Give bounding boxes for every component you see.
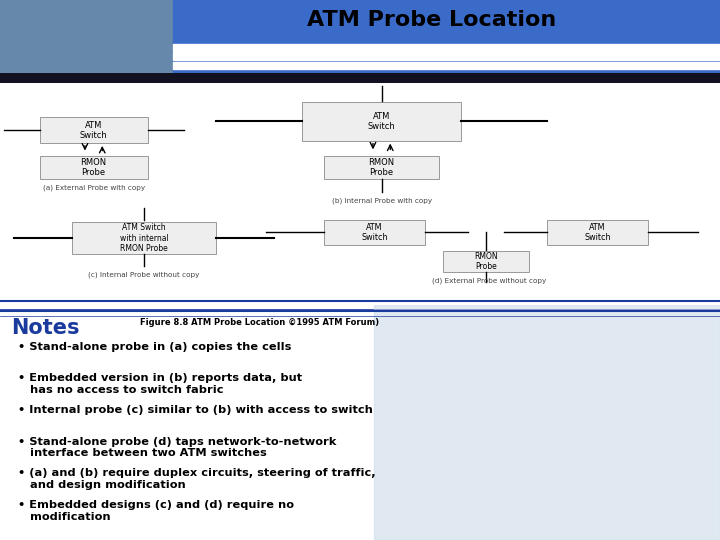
Text: ATM Switch
with internal
RMON Probe: ATM Switch with internal RMON Probe <box>120 224 168 253</box>
Bar <box>547 220 648 245</box>
Text: • Stand-alone probe in (a) copies the cells: • Stand-alone probe in (a) copies the ce… <box>18 341 292 352</box>
Bar <box>173 0 720 73</box>
Text: Figure 8.8 ATM Probe Location ©1995 ATM Forum): Figure 8.8 ATM Probe Location ©1995 ATM … <box>140 318 379 327</box>
Text: ATM Probe Location: ATM Probe Location <box>307 10 557 30</box>
Text: ATM
Switch: ATM Switch <box>585 222 611 242</box>
Text: RMON
Probe: RMON Probe <box>369 158 395 177</box>
Bar <box>443 251 529 272</box>
Bar <box>173 44 720 51</box>
Bar <box>0 0 173 73</box>
Text: ATM
Switch: ATM Switch <box>368 112 395 131</box>
Bar <box>173 62 720 69</box>
Bar <box>374 305 720 540</box>
Text: Notes: Notes <box>11 318 79 338</box>
Text: ATM
Switch: ATM Switch <box>80 120 107 140</box>
Text: • Internal probe (c) similar to (b) with access to switch: • Internal probe (c) similar to (b) with… <box>18 405 373 415</box>
Bar <box>72 222 216 254</box>
Bar <box>40 117 148 143</box>
Text: (b) Internal Probe with copy: (b) Internal Probe with copy <box>331 198 432 204</box>
Text: • Stand-alone probe (d) taps network-to-network
   interface between two ATM swi: • Stand-alone probe (d) taps network-to-… <box>18 437 336 458</box>
Text: (c) Internal Probe without copy: (c) Internal Probe without copy <box>89 272 199 278</box>
Bar <box>173 52 720 60</box>
Bar <box>302 103 461 140</box>
Text: • (a) and (b) require duplex circuits, steering of traffic,
   and design modifi: • (a) and (b) require duplex circuits, s… <box>18 468 376 490</box>
Text: RMON
Probe: RMON Probe <box>81 158 107 177</box>
Bar <box>324 220 425 245</box>
Text: (a) External Probe with copy: (a) External Probe with copy <box>42 185 145 191</box>
Bar <box>324 156 439 179</box>
Text: (d) External Probe without copy: (d) External Probe without copy <box>433 278 546 284</box>
Text: RMON
Probe: RMON Probe <box>474 252 498 271</box>
Text: • Embedded designs (c) and (d) require no
   modification: • Embedded designs (c) and (d) require n… <box>18 500 294 522</box>
Bar <box>40 156 148 179</box>
Text: ATM
Switch: ATM Switch <box>361 222 387 242</box>
Text: • Embedded version in (b) reports data, but
   has no access to switch fabric: • Embedded version in (b) reports data, … <box>18 373 302 395</box>
